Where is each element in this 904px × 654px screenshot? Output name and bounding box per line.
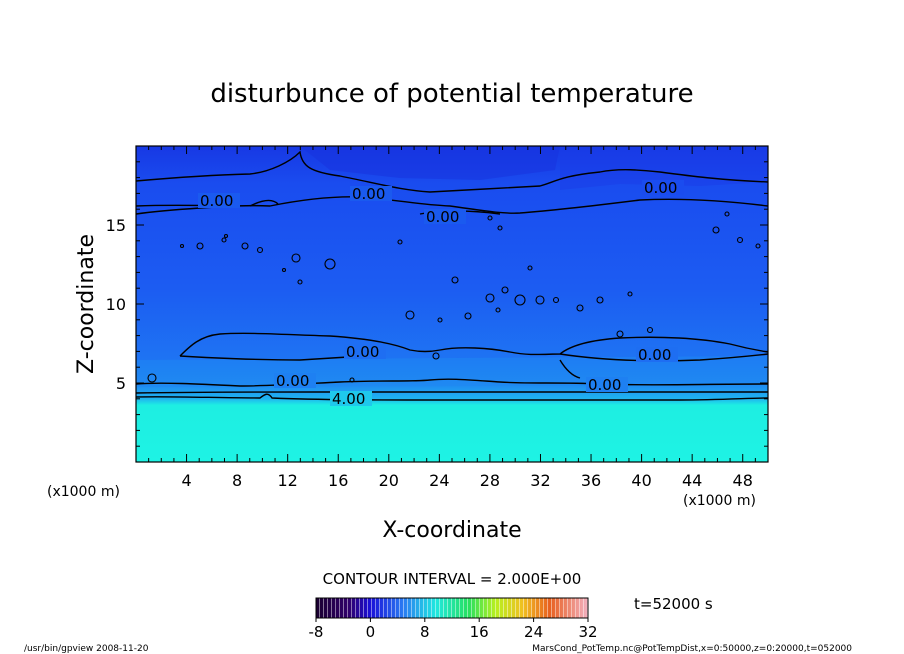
colorbar: -8 0 8 16 24 32 xyxy=(309,597,598,641)
contour-5 xyxy=(136,391,768,394)
y-tick-label: 5 xyxy=(116,374,126,393)
contour-squiggle xyxy=(249,199,279,207)
contour-4 xyxy=(136,393,768,401)
time-label: t=52000 s xyxy=(634,595,713,613)
contour-label-group: 0.00 0.00 0.00 0.00 0.00 0.00 0.00 0.00 … xyxy=(198,179,684,408)
x-tick-label: 24 xyxy=(429,471,449,490)
y-axis-title: Z-coordinate xyxy=(74,234,99,374)
contour-label: 0.00 xyxy=(638,346,671,364)
contour-mid-3 xyxy=(559,353,768,362)
chart-title: disturbunce of potential temperature xyxy=(210,79,693,109)
colorbar-tick-label: 0 xyxy=(366,623,376,641)
colorbar-tick-label: -8 xyxy=(309,623,324,641)
contour-label: 0.00 xyxy=(200,192,233,210)
contour-label: 4.00 xyxy=(332,390,365,408)
x-tick-label: 12 xyxy=(278,471,298,490)
x-unit-label: (x1000 m) xyxy=(683,493,756,509)
x-tick-label: 32 xyxy=(530,471,550,490)
y-tick-label: 10 xyxy=(106,295,126,314)
x-tick-label: 36 xyxy=(581,471,601,490)
footer-left: /usr/bin/gpview 2008-11-20 xyxy=(24,644,149,654)
contour-upper xyxy=(136,150,768,193)
plot-area: 0.00 0.00 0.00 0.00 0.00 0.00 0.00 0.00 … xyxy=(136,146,768,462)
colorbar-tick-label: 24 xyxy=(524,623,543,641)
contour-label: 0.00 xyxy=(352,185,385,203)
contour-label: 0.00 xyxy=(644,179,677,197)
dark-upper-patch xyxy=(300,146,560,180)
x-tick-label: 4 xyxy=(181,471,191,490)
z-unit-label: (x1000 m) xyxy=(47,484,120,500)
contour-label: 0.00 xyxy=(346,343,379,361)
x-tick-label: 28 xyxy=(480,471,500,490)
contour-label: 0.00 xyxy=(426,208,459,226)
x-axis: 4 8 12 16 20 24 28 32 36 40 44 48 xyxy=(148,146,756,490)
footer-right: MarsCond_PotTemp.nc@PotTempDist,x=0:5000… xyxy=(532,644,852,654)
x-axis-title: X-coordinate xyxy=(382,518,521,543)
x-tick-label: 16 xyxy=(328,471,348,490)
x-tick-label: 20 xyxy=(379,471,399,490)
contour-label: 0.00 xyxy=(276,372,309,390)
x-tick-label: 8 xyxy=(232,471,242,490)
contour-label: 0.00 xyxy=(588,376,621,394)
colorbar-ticks: -8 0 8 16 24 32 xyxy=(309,618,598,641)
x-tick-label: 48 xyxy=(733,471,753,490)
colorbar-tick-label: 16 xyxy=(470,623,489,641)
x-tick-label: 44 xyxy=(682,471,702,490)
colorbar-stripes xyxy=(316,598,588,618)
contour-mid xyxy=(179,332,768,357)
colorbar-frame xyxy=(315,597,589,619)
contour-interval-text: CONTOUR INTERVAL = 2.000E+00 xyxy=(323,570,582,588)
x-tick-label: 40 xyxy=(631,471,651,490)
y-axis: 5 10 15 xyxy=(106,161,768,447)
contour-squiggle-2 xyxy=(559,359,581,379)
colorbar-tick-label: 8 xyxy=(420,623,430,641)
colorbar-tick-label: 32 xyxy=(578,623,597,641)
y-tick-label: 15 xyxy=(106,216,126,235)
